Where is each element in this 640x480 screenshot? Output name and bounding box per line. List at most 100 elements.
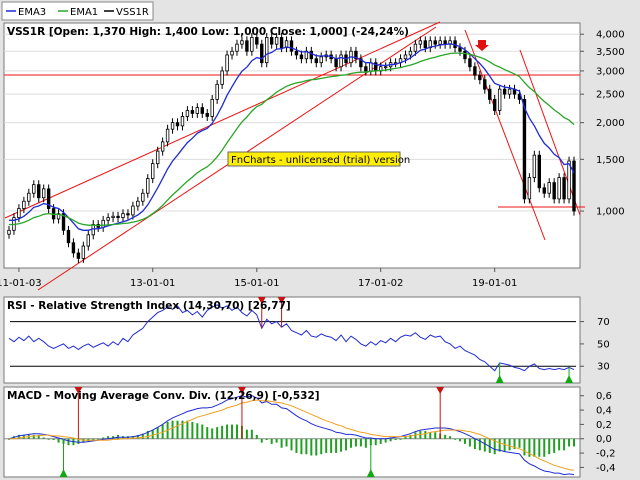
candle-body [537,154,542,189]
candle-body [483,79,487,90]
macd-histogram-bar [290,438,293,451]
rsi-plot-area [3,296,581,384]
macd-histogram-bar [543,438,546,457]
macd-histogram-bar [112,436,115,439]
legend-label-ema3: EMA3 [18,7,46,18]
macd-histogram-bar [498,438,501,452]
ema-line-ema1 [9,52,575,227]
candle-body [502,88,507,95]
candle-body [7,229,11,235]
macd-histogram-bar [186,420,189,439]
candle-body [56,213,61,220]
candle-body [418,40,423,45]
candle-body [180,116,185,127]
macd-histogram-bar [434,432,437,439]
macd-histogram-bar [216,427,219,439]
candle-body [473,66,477,76]
price-x-axis: 11-01-03 13-01-01 15-01-01 17-01-02 19-01-01 [0,268,517,289]
macd-histogram-bar [42,437,45,439]
price-y-tick-label: 3,000 [596,66,625,77]
price-y-tick-label: 3,500 [596,47,625,58]
price-x-tick-label: 11-01-03 [0,278,42,289]
rsi-sell-signal-icon [257,297,266,304]
macd-histogram-bar [528,438,531,457]
macd-histogram-bar [181,420,184,439]
candle-body [225,54,229,72]
macd-histogram-bar [196,423,199,439]
macd-histogram-bar [92,438,95,441]
macd-histogram-bar [340,438,343,452]
macd-histogram-bar [57,438,60,443]
candle-body [552,182,556,200]
candle-body [210,98,214,117]
candle-body [359,58,363,68]
candle-body [170,122,175,130]
legend-box [1,1,154,21]
candle-body [334,58,338,68]
rsi-line [8,304,575,372]
macd-histogram-bar [518,438,521,448]
macd-histogram-bar [117,434,120,439]
macd-buy-signal-icon [366,469,375,477]
macd-histogram-bar [374,438,377,446]
macd-histogram-bar [270,438,273,444]
macd-histogram-bar [97,438,100,440]
watermark-text: FnCharts - unlicensed (trial) version [231,155,410,166]
macd-histogram-bar [141,433,144,439]
candle-body [41,188,46,199]
candle-body [66,229,71,244]
candle-body [497,88,502,111]
ema-line-ema3 [9,43,575,231]
macd-signal-line [9,399,575,471]
watermark-box [227,151,401,167]
macd-histogram-bar [488,438,491,453]
legend-label-ema1: EMA1 [70,7,98,18]
macd-histogram-bar [310,438,313,456]
macd-histogram-bar [17,434,20,439]
macd-signals [59,387,445,477]
candle-body [522,98,527,200]
candle-body [319,56,323,64]
macd-histogram-bar [573,438,575,447]
macd-histogram-bar [483,438,486,452]
macd-histogram-bar [136,434,139,439]
candle-body [155,150,160,165]
candle-body [354,50,358,60]
macd-histogram-bar [275,438,278,443]
candle-body [458,47,462,52]
macd-histogram-bar [260,438,263,443]
macd-histogram-bar [131,436,134,439]
candle-body [364,66,368,72]
price-plot-area [3,22,581,269]
candle-body [230,50,234,56]
macd-histogram-bar [493,438,496,455]
rsi-y-axis: 30 50 70 [580,317,610,373]
macd-histogram-bar [523,438,526,456]
macd-histogram-bar [315,438,318,456]
macd-y-tick-label: 0,4 [596,406,612,417]
macd-histogram-bar [444,434,447,439]
macd-histogram-bar [568,438,571,447]
candle-body [269,37,274,45]
candle-body [289,40,294,52]
macd-histogram-bar [161,424,164,439]
candle-body [46,188,51,209]
macd-plot-area [3,386,581,478]
macd-line [8,395,575,476]
macd-histogram-bar [349,438,352,448]
macd-y-tick-label: 0,2 [596,420,612,431]
candle-body [468,58,472,68]
candle-body [205,113,209,117]
legend: EMA3 EMA1 VSS1R [1,1,154,21]
macd-y-tick-label: -0,4 [596,463,616,474]
macd-histogram-bar [47,438,50,440]
macd-histogram-bar [424,430,427,439]
macd-histogram-bar [156,427,159,439]
price-marker [475,40,489,51]
candle-body [165,128,170,143]
candle-body [175,122,180,127]
macd-histogram-bar [553,438,556,453]
macd-panel: MACD - Moving Average Conv. Div. (12,26,… [3,386,616,478]
price-y-tick-label: 1,000 [596,207,625,218]
macd-histogram-bar [211,428,214,439]
